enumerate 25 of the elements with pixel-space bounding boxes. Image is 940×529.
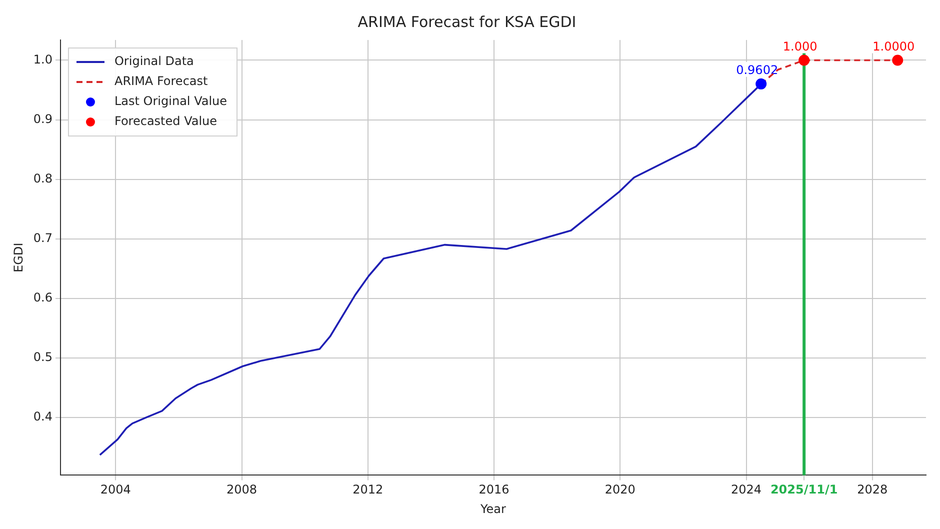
y-tick-label: 1.0 bbox=[33, 52, 52, 66]
legend-label: ARIMA Forecast bbox=[114, 74, 208, 88]
data-label: 0.9602 bbox=[736, 63, 778, 78]
x-axis-title: Year bbox=[480, 502, 506, 516]
y-tick-label: 0.6 bbox=[33, 290, 52, 305]
x-tick-label: 2020 bbox=[604, 482, 636, 497]
legend-label: Last Original Value bbox=[114, 94, 228, 108]
x-tick-label: 2028 bbox=[857, 482, 888, 497]
y-tick-label: 0.4 bbox=[33, 410, 52, 424]
x-tick-label: 2016 bbox=[478, 482, 510, 497]
y-axis-title: EGDI bbox=[11, 242, 26, 272]
data-label: 1.0000 bbox=[872, 39, 915, 54]
x-tick-label: 2004 bbox=[100, 482, 131, 497]
x-tick-label: 2025/11/1 bbox=[770, 482, 838, 497]
y-tick-label: 0.9 bbox=[33, 112, 52, 126]
x-tick-label: 2008 bbox=[226, 482, 258, 497]
y-tick-label: 0.5 bbox=[33, 350, 52, 364]
y-tick-label: 0.8 bbox=[33, 171, 52, 186]
data-label: 1.000 bbox=[782, 39, 818, 54]
chart-title: ARIMA Forecast for KSA EGDI bbox=[358, 12, 576, 31]
x-tick-label: 2012 bbox=[352, 482, 384, 497]
x-tick-label: 2024 bbox=[731, 482, 762, 497]
legend-label: Forecasted Value bbox=[114, 114, 218, 128]
y-tick-label: 0.7 bbox=[33, 230, 52, 245]
legend-label: Original Data bbox=[114, 54, 194, 68]
